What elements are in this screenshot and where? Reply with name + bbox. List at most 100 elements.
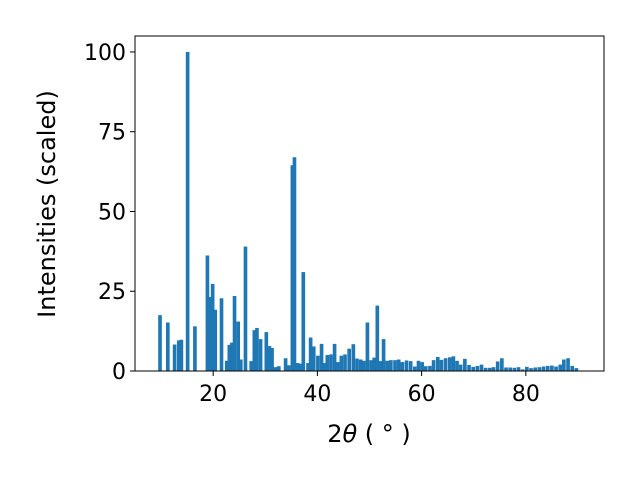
bar	[249, 361, 254, 371]
y-axis-label: Intensities (scaled)	[33, 90, 61, 318]
bar	[286, 365, 291, 371]
bar	[283, 358, 288, 371]
bar	[343, 354, 347, 371]
bar	[458, 364, 463, 371]
bar	[329, 354, 333, 371]
bar	[550, 365, 554, 371]
bar	[270, 348, 274, 371]
bar	[413, 366, 417, 371]
bar	[483, 367, 488, 371]
bar	[332, 343, 337, 371]
bar	[227, 344, 232, 371]
bar	[500, 358, 504, 371]
bar	[290, 165, 295, 371]
bar	[408, 361, 413, 371]
bar	[435, 356, 440, 371]
bar	[533, 367, 538, 371]
bar	[475, 365, 480, 371]
bar	[308, 337, 313, 371]
bar	[193, 326, 197, 371]
plot-frame	[134, 35, 605, 372]
bar	[238, 359, 243, 371]
bar	[537, 367, 542, 371]
x-axis-ticks: 20 40 60 80	[199, 371, 540, 407]
bar	[361, 360, 366, 371]
bar	[158, 315, 162, 371]
bar	[447, 357, 452, 371]
bar	[372, 357, 377, 371]
bar	[488, 367, 492, 371]
bar	[381, 339, 386, 371]
bar	[566, 358, 570, 371]
bar	[400, 362, 405, 371]
x-tick-label: 60	[408, 382, 436, 407]
bar	[301, 272, 306, 371]
bar	[347, 348, 351, 371]
bar	[252, 330, 257, 371]
bar	[404, 360, 409, 371]
bar	[491, 367, 496, 371]
bar	[529, 368, 533, 371]
bar	[219, 298, 224, 371]
bar	[479, 364, 484, 371]
bar	[295, 363, 300, 371]
bar	[351, 344, 356, 371]
bar	[545, 365, 550, 371]
bar	[236, 321, 241, 371]
y-tick-label: 0	[112, 360, 126, 385]
bar	[273, 367, 277, 371]
y-axis-ticks: 0 25 50 75 100	[84, 41, 135, 385]
bar	[176, 340, 181, 371]
bar	[375, 305, 380, 371]
bar	[264, 332, 269, 371]
x-tick-label: 40	[303, 382, 331, 407]
bar	[172, 344, 177, 371]
bar	[451, 356, 456, 371]
bar	[562, 359, 566, 371]
bar	[355, 358, 359, 371]
bar	[325, 355, 330, 371]
bar	[232, 296, 237, 371]
bar	[306, 363, 310, 371]
bar	[463, 358, 467, 371]
bar	[365, 322, 370, 371]
x-tick-label: 80	[512, 382, 540, 407]
bar	[420, 362, 424, 371]
bar	[393, 360, 397, 371]
bar	[316, 355, 320, 371]
bar	[385, 360, 390, 371]
bar	[570, 365, 575, 371]
bar	[389, 360, 393, 371]
bar	[512, 367, 517, 371]
bar	[541, 366, 546, 371]
bar	[520, 369, 525, 371]
bar	[428, 365, 432, 371]
x-axis-label: 2θ ( ° )	[327, 420, 411, 448]
bar	[339, 355, 344, 371]
bar	[508, 367, 513, 371]
bar	[467, 364, 471, 371]
bar	[224, 360, 229, 371]
bar	[554, 366, 558, 371]
bar	[267, 346, 272, 371]
bar	[319, 343, 324, 371]
bar	[443, 358, 448, 371]
bar	[495, 361, 500, 371]
bar	[255, 327, 259, 371]
bar	[207, 296, 212, 371]
y-tick-label: 50	[98, 200, 126, 225]
bar	[455, 360, 459, 371]
bar	[335, 362, 340, 371]
bar	[185, 51, 190, 371]
bar	[322, 363, 327, 371]
bar	[516, 367, 521, 371]
bar	[431, 360, 436, 371]
y-tick-label: 25	[98, 280, 126, 305]
bar	[166, 322, 170, 371]
bar	[230, 342, 234, 371]
bar	[439, 359, 444, 371]
bar-series	[158, 51, 579, 371]
bar	[423, 366, 428, 371]
